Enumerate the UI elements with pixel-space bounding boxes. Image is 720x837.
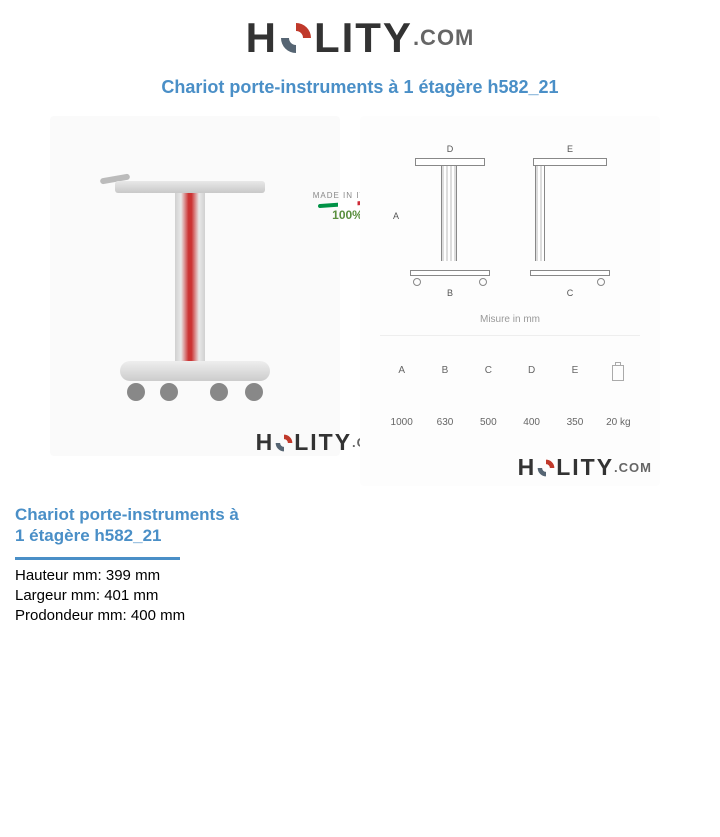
col-value: 1000 — [384, 417, 420, 428]
dimension-table: A B C D E 1000 630 500 400 350 20 kg — [380, 361, 640, 432]
dim-wheel — [413, 278, 421, 286]
cart-tray — [115, 181, 265, 193]
col-value: 350 — [557, 417, 593, 428]
logo-letter-h: H — [246, 14, 278, 62]
weight-icon — [612, 365, 624, 381]
logo-text-lity: LITY — [294, 429, 352, 456]
col-value: 400 — [514, 417, 550, 428]
cart-wheel — [210, 383, 228, 401]
dim-wheels — [413, 278, 487, 286]
dim-column — [441, 166, 457, 261]
title-line: 1 étagère h582_21 — [15, 526, 162, 545]
dim-label-a: A — [393, 211, 399, 221]
cart-wheel — [127, 383, 145, 401]
table-header-row: A B C D E — [380, 361, 640, 385]
title-line: Chariot porte-instruments à — [15, 505, 239, 524]
dim-label-e: E — [567, 144, 573, 154]
spec-label: Largeur mm: — [15, 587, 100, 604]
logo-text-com: .COM — [614, 460, 652, 475]
col-header: A — [384, 365, 420, 381]
title-divider — [15, 557, 180, 560]
dim-label-d: D — [447, 144, 454, 154]
logo-circle-icon — [274, 433, 294, 453]
product-info-block: Chariot porte-instruments à 1 étagère h5… — [15, 504, 275, 626]
table-value-row: 1000 630 500 400 350 20 kg — [380, 413, 640, 432]
dim-column — [535, 166, 545, 261]
dimension-drawing: D A B E C — [380, 136, 640, 432]
dim-wheel — [597, 278, 605, 286]
spec-label: Prodondeur mm: — [15, 607, 127, 624]
page-title: Chariot porte-instruments à 1 étagère h5… — [0, 77, 720, 98]
logo-circle-icon — [278, 20, 314, 56]
col-header: E — [557, 365, 593, 381]
product-images-row: MADE IN ITALY 100% H LITY .COM D A B — [0, 116, 720, 486]
dim-label-c: C — [567, 288, 574, 298]
logo-circle-icon — [536, 458, 556, 478]
logo-letter-h: H — [256, 429, 275, 456]
logo-text-lity: LITY — [314, 14, 413, 62]
brand-logo: H LITY .COM — [246, 14, 475, 62]
dimension-drawing-card: D A B E C — [360, 116, 660, 486]
col-value: 500 — [470, 417, 506, 428]
cart-column — [175, 193, 205, 363]
unit-label: Misure in mm — [380, 314, 640, 336]
logo-text-com: .COM — [413, 25, 474, 51]
spec-line: Prodondeur mm: 400 mm — [15, 606, 275, 626]
spec-label: Hauteur mm: — [15, 567, 102, 584]
spec-value: 399 mm — [106, 567, 160, 584]
spec-line: Hauteur mm: 399 mm — [15, 566, 275, 586]
watermark-logo: H LITY .COM — [518, 454, 652, 481]
col-header: C — [470, 365, 506, 381]
dim-base — [530, 270, 610, 276]
spec-value: 400 mm — [131, 607, 185, 624]
col-header: B — [427, 365, 463, 381]
cart-wheel — [160, 383, 178, 401]
col-value: 630 — [427, 417, 463, 428]
col-header-weight — [600, 365, 636, 381]
dim-base — [410, 270, 490, 276]
dim-tray — [533, 158, 607, 166]
dim-wheel — [479, 278, 487, 286]
product-info-title: Chariot porte-instruments à 1 étagère h5… — [15, 504, 275, 547]
front-view: D A B — [405, 146, 495, 286]
technical-views: D A B E C — [380, 136, 640, 286]
cart-wheel — [245, 383, 263, 401]
logo-text-lity: LITY — [556, 454, 614, 481]
spec-line: Largeur mm: 401 mm — [15, 586, 275, 606]
cart-base — [120, 361, 270, 381]
product-photo-card: MADE IN ITALY 100% H LITY .COM — [50, 116, 340, 456]
cart-illustration — [105, 131, 285, 401]
col-header: D — [514, 365, 550, 381]
header-logo: H LITY .COM — [0, 0, 720, 65]
logo-letter-h: H — [518, 454, 537, 481]
col-value-weight: 20 kg — [600, 417, 636, 428]
dim-label-b: B — [447, 288, 453, 298]
spec-value: 401 mm — [104, 587, 158, 604]
side-view: E C — [525, 146, 615, 286]
dim-tray — [415, 158, 485, 166]
